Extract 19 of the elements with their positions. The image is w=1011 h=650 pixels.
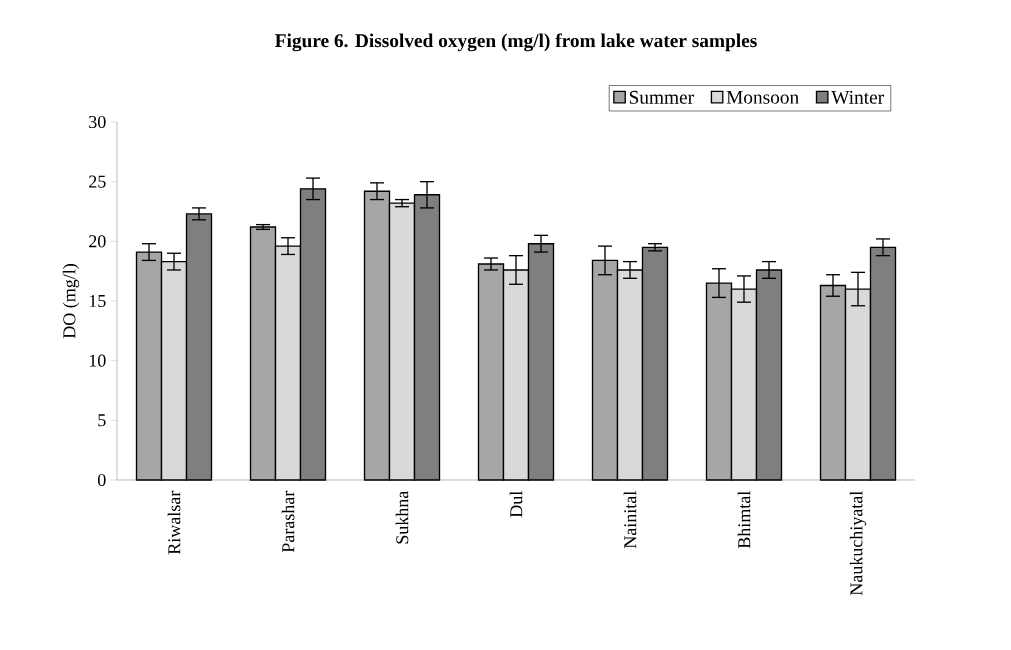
legend-label: Summer [629,90,694,104]
y-tick-label: 10 [89,354,106,367]
y-axis-title: DO (mg/l) [62,264,80,339]
x-tick-label: Riwalsar [167,490,181,555]
legend-label: Monsoon [726,90,799,104]
x-tick-label: Naukuchiyatal [849,491,867,596]
y-tick-label: 0 [97,473,106,487]
y-tick-label: 20 [89,235,106,248]
y-tick-label: 15 [89,294,106,308]
y-tick-label: 30 [89,115,106,129]
y-tick-label: 25 [89,175,106,188]
chart-title: Figure 6. Dissolved oxygen (mg/l) from lake water samples [275,33,757,52]
y-tick-label: 5 [98,414,106,427]
legend-label: Winter [831,90,884,104]
x-tick-label: Sukhna [395,490,409,544]
x-tick-label: Nainital [623,491,637,549]
x-tick-label: Bhimtal [737,491,751,549]
x-tick-label: Dul [509,491,523,518]
x-tick-label: Parashar [281,490,295,553]
